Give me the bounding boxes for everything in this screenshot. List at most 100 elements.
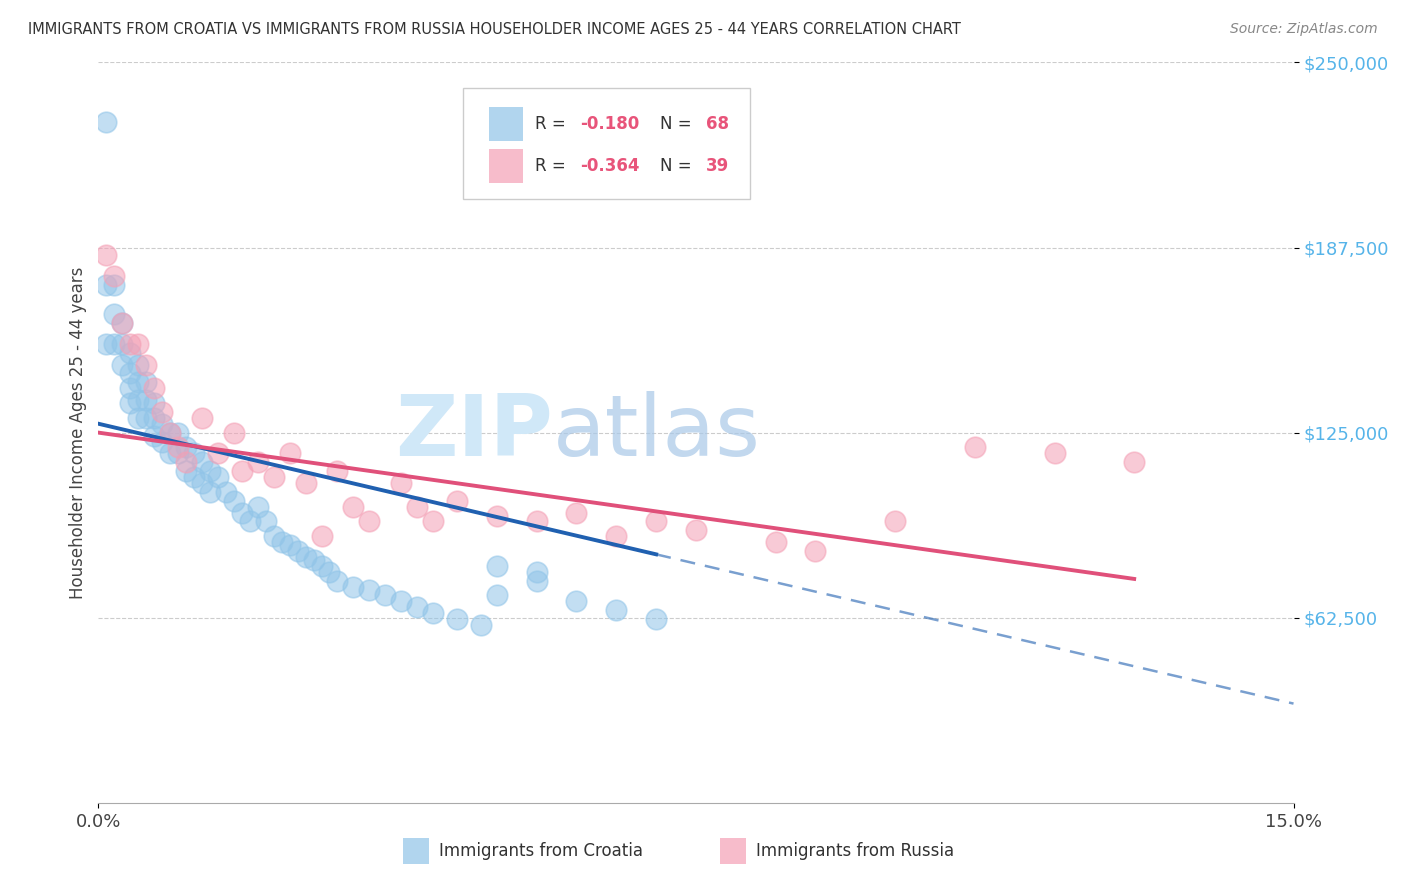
Point — [263, 470, 285, 484]
Point — [120, 336, 142, 351]
Point — [135, 376, 157, 390]
Point — [565, 594, 588, 608]
Point — [174, 441, 197, 455]
Text: Source: ZipAtlas.com: Source: ZipAtlas.com — [1230, 22, 1378, 37]
Point — [246, 500, 269, 514]
Text: Immigrants from Russia: Immigrants from Russia — [756, 842, 953, 860]
Text: ZIP: ZIP — [395, 391, 553, 475]
Point — [565, 506, 588, 520]
Point — [311, 558, 333, 573]
Point — [183, 470, 205, 484]
Point — [294, 475, 316, 490]
Point — [174, 464, 197, 478]
Point — [96, 114, 118, 128]
Point — [254, 515, 277, 529]
Point — [485, 558, 508, 573]
Point — [263, 529, 285, 543]
Point — [167, 446, 190, 460]
Point — [127, 376, 149, 390]
Text: 39: 39 — [706, 157, 728, 175]
Point — [485, 589, 508, 603]
Text: IMMIGRANTS FROM CROATIA VS IMMIGRANTS FROM RUSSIA HOUSEHOLDER INCOME AGES 25 - 4: IMMIGRANTS FROM CROATIA VS IMMIGRANTS FR… — [28, 22, 960, 37]
Point — [765, 535, 787, 549]
Y-axis label: Householder Income Ages 25 - 44 years: Householder Income Ages 25 - 44 years — [69, 267, 87, 599]
Point — [96, 336, 118, 351]
Point — [150, 417, 173, 431]
Point — [963, 441, 986, 455]
Point — [191, 410, 214, 425]
Point — [222, 425, 245, 440]
Point — [446, 612, 468, 626]
Point — [174, 455, 197, 469]
Point — [127, 410, 149, 425]
Point — [150, 405, 173, 419]
Point — [207, 446, 229, 460]
Bar — [404, 838, 429, 863]
Point — [326, 464, 349, 478]
Text: atlas: atlas — [553, 391, 761, 475]
Point — [150, 434, 173, 449]
Point — [111, 358, 134, 372]
Point — [342, 500, 364, 514]
Point — [120, 367, 142, 381]
Point — [326, 574, 349, 588]
Point — [135, 410, 157, 425]
Text: -0.180: -0.180 — [581, 115, 640, 133]
Point — [359, 515, 381, 529]
Point — [191, 475, 214, 490]
Point — [389, 594, 412, 608]
Point — [278, 446, 301, 460]
Text: -0.364: -0.364 — [581, 157, 640, 175]
Point — [470, 618, 492, 632]
Text: 68: 68 — [706, 115, 728, 133]
Point — [127, 336, 149, 351]
Point — [159, 425, 181, 440]
Point — [120, 396, 142, 410]
Text: R =: R = — [534, 157, 571, 175]
Point — [406, 600, 429, 615]
Text: Immigrants from Croatia: Immigrants from Croatia — [439, 842, 643, 860]
Point — [191, 455, 214, 469]
Point — [374, 589, 396, 603]
Point — [605, 529, 627, 543]
Point — [294, 549, 316, 564]
Point — [215, 484, 238, 499]
Point — [278, 538, 301, 552]
Point — [605, 603, 627, 617]
Point — [389, 475, 412, 490]
Point — [342, 580, 364, 594]
Point — [645, 515, 668, 529]
Bar — [489, 107, 523, 141]
Point — [406, 500, 429, 514]
Point — [804, 544, 827, 558]
Point — [645, 612, 668, 626]
Point — [884, 515, 907, 529]
Point — [198, 464, 221, 478]
Point — [318, 565, 340, 579]
Point — [120, 345, 142, 359]
Point — [135, 358, 157, 372]
Point — [159, 425, 181, 440]
Point — [143, 428, 166, 442]
Point — [103, 268, 125, 283]
Point — [96, 248, 118, 262]
Point — [167, 441, 190, 455]
Point — [159, 446, 181, 460]
FancyBboxPatch shape — [463, 88, 749, 200]
Point — [311, 529, 333, 543]
Point — [359, 582, 381, 597]
Point — [103, 307, 125, 321]
Point — [526, 574, 548, 588]
Point — [103, 277, 125, 292]
Point — [231, 464, 253, 478]
Point — [526, 565, 548, 579]
Point — [207, 470, 229, 484]
Point — [239, 515, 262, 529]
Point — [446, 493, 468, 508]
Text: N =: N = — [661, 157, 697, 175]
Point — [270, 535, 292, 549]
Bar — [720, 838, 747, 863]
Point — [222, 493, 245, 508]
Point — [422, 515, 444, 529]
Point — [111, 316, 134, 330]
